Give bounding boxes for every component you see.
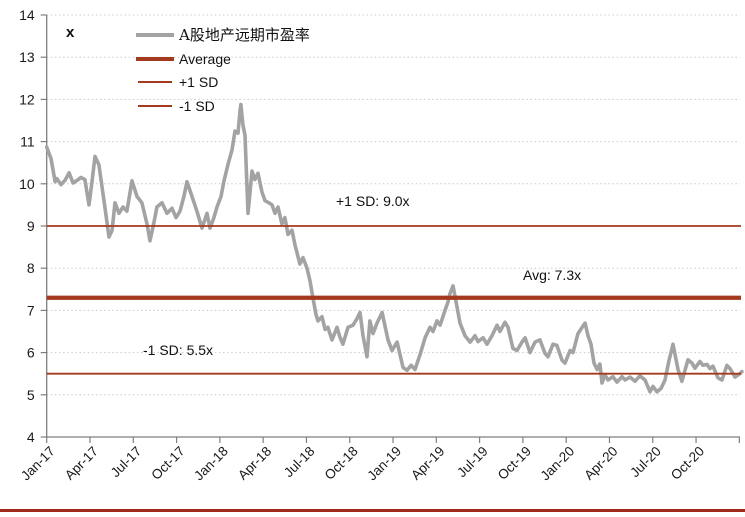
x-tick-label: Jan-18 [191, 444, 231, 484]
y-tick-label: 14 [19, 7, 35, 23]
annotation-average: Avg: 7.3x [523, 267, 582, 283]
x-tick-label: Jul-19 [454, 444, 491, 481]
x-tick-label: Oct-17 [148, 444, 187, 483]
series-line-swatch [136, 32, 174, 37]
plus1sd-line-swatch [138, 81, 172, 84]
x-tick-label: Apr-17 [62, 444, 101, 483]
y-tick-label: 8 [27, 260, 35, 276]
x-tick-label: Apr-18 [235, 444, 274, 483]
footer-divider [0, 509, 745, 512]
legend-label-plus1sd: +1 SD [179, 74, 219, 91]
pe-series-line [44, 102, 744, 394]
x-tick-label: Apr-20 [581, 444, 620, 483]
x-tick-label: Oct-18 [322, 444, 361, 483]
legend-label-minus1sd: -1 SD [179, 97, 215, 114]
chart-legend: A股地产远期市盈率 Average +1 SD -1 SD [136, 23, 310, 118]
y-tick-label: 7 [27, 302, 35, 318]
y-tick-label: 11 [20, 134, 35, 150]
annotation-minus1sd: -1 SD: 5.5x [143, 342, 214, 358]
annotation-plus1sd: +1 SD: 9.0x [336, 193, 410, 209]
average-line-swatch [136, 56, 174, 61]
x-tick-label: Jan-20 [538, 444, 578, 484]
y-tick-label: 10 [19, 176, 35, 192]
y-axis-unit-label: x [66, 24, 75, 41]
minus1sd-line-swatch [138, 104, 172, 107]
x-tick-label: Oct-20 [668, 444, 707, 483]
x-tick-label: Jul-17 [108, 444, 145, 481]
legend-label-series: A股地产远期市盈率 [179, 26, 310, 45]
x-tick-label: Jan-19 [364, 444, 404, 484]
y-tick-label: 13 [19, 49, 35, 65]
legend-item-average: Average [136, 47, 310, 71]
x-tick-label: Jan-17 [18, 444, 58, 484]
y-tick-label: 12 [19, 91, 35, 107]
legend-item-plus1sd: +1 SD [136, 70, 310, 94]
x-tick-label: Jul-20 [627, 444, 664, 481]
legend-item-series: A股地产远期市盈率 [136, 23, 310, 47]
y-tick-label: 6 [27, 345, 35, 361]
y-tick-label: 9 [27, 218, 35, 234]
x-tick-label: Apr-19 [408, 444, 447, 483]
x-tick-label: Oct-19 [495, 444, 534, 483]
legend-label-average: Average [179, 50, 231, 67]
x-tick-label: Jul-18 [281, 444, 318, 481]
y-tick-label: 5 [27, 387, 35, 403]
y-tick-label: 4 [27, 429, 35, 445]
legend-item-minus1sd: -1 SD [136, 94, 310, 118]
